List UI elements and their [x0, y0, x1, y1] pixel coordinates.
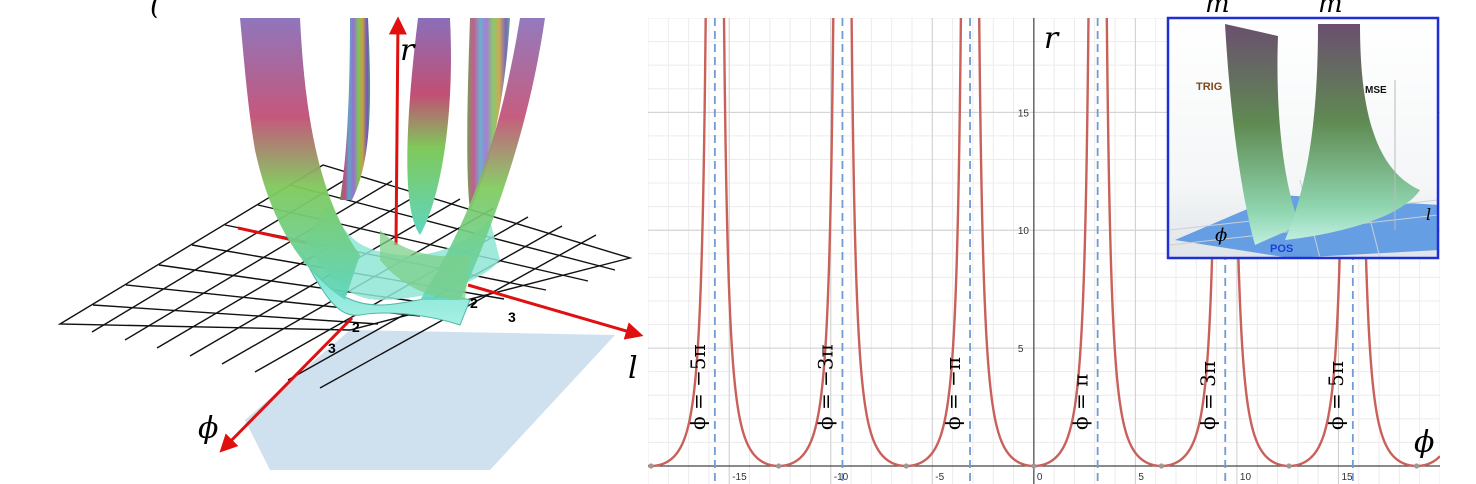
inset-border	[1166, 16, 1440, 260]
x-tick-label: 15	[1341, 472, 1353, 483]
tick-phi-2: 2	[352, 319, 360, 335]
inset-label-mse: MSE	[1365, 85, 1387, 96]
surface-wall-right	[420, 18, 545, 300]
y-tick-label: 15	[1018, 108, 1030, 119]
x-tick-label: -5	[935, 472, 944, 483]
inset-surface-right	[1285, 24, 1420, 240]
asymptote-label: ϕ = 3π	[1196, 361, 1220, 430]
surface-bowl	[299, 249, 471, 326]
tick-labels: -15 -10 -5 0 5 10 15 5 10 15	[732, 108, 1353, 483]
inset-3d: TRIG MSE POS ϕ l	[1166, 16, 1440, 260]
surface-wall-right-inner	[467, 18, 510, 210]
series-curve	[648, 18, 1440, 469]
asymptote-label: ϕ = 5π	[1324, 361, 1348, 430]
series-segment	[648, 18, 707, 468]
asymptote-labels: ϕ = −5π ϕ = −3π ϕ = −π ϕ = π ϕ = 3π ϕ = 5π	[686, 344, 1348, 430]
minimum-point	[1031, 463, 1037, 469]
inset-axis-l: l	[1426, 205, 1431, 224]
asymptote-label: ϕ = π	[1069, 374, 1093, 430]
inset-axis-phi: ϕ	[1215, 225, 1227, 246]
tick-l-2: 2	[470, 295, 478, 311]
asymptote-label: ϕ = −3π	[813, 344, 837, 430]
axis-label-phi: ϕ	[198, 411, 218, 446]
tick-phi-3: 3	[328, 340, 336, 356]
axis-label-r: r	[400, 33, 416, 68]
x-tick-label: -15	[732, 472, 747, 483]
surface-wall-inner-left	[340, 18, 371, 200]
inset-surface-left	[1225, 24, 1300, 245]
minimum-point	[1414, 463, 1420, 469]
positive-region	[245, 330, 615, 470]
x-tick-label: 10	[1240, 472, 1252, 483]
inset-label-trig: TRIG	[1196, 81, 1222, 93]
asymptote-label: ϕ = −5π	[686, 344, 710, 430]
surface-3d-panel: (	[57, 0, 644, 470]
asymptote-label: ϕ = −π	[941, 357, 965, 430]
surface-front	[380, 230, 470, 300]
x-tick-label: -10	[834, 472, 849, 483]
minimum-point	[1286, 463, 1292, 469]
y-tick-label: 5	[1018, 344, 1024, 355]
minimum-point	[648, 463, 654, 469]
surface-wall-left	[240, 18, 360, 300]
y-axis-label: r	[1044, 21, 1060, 56]
minimum-point	[776, 463, 782, 469]
series-segment	[1360, 18, 1440, 468]
top-right-m-2: m	[1318, 0, 1343, 19]
top-left-paren: (	[150, 0, 162, 21]
minimum-point	[903, 463, 909, 469]
x-axis-label: ϕ	[1414, 425, 1434, 460]
x-tick-label: 0	[1037, 472, 1043, 483]
top-right-m-1: m	[1205, 0, 1230, 19]
axis-label-l: l	[628, 351, 638, 386]
tick-l-3: 3	[508, 309, 516, 325]
y-tick-label: 10	[1018, 226, 1030, 237]
surface-wall-center	[407, 18, 451, 235]
x-tick-label: 5	[1138, 472, 1144, 483]
inset-label-pos: POS	[1270, 243, 1293, 255]
minimum-point	[1158, 463, 1165, 469]
